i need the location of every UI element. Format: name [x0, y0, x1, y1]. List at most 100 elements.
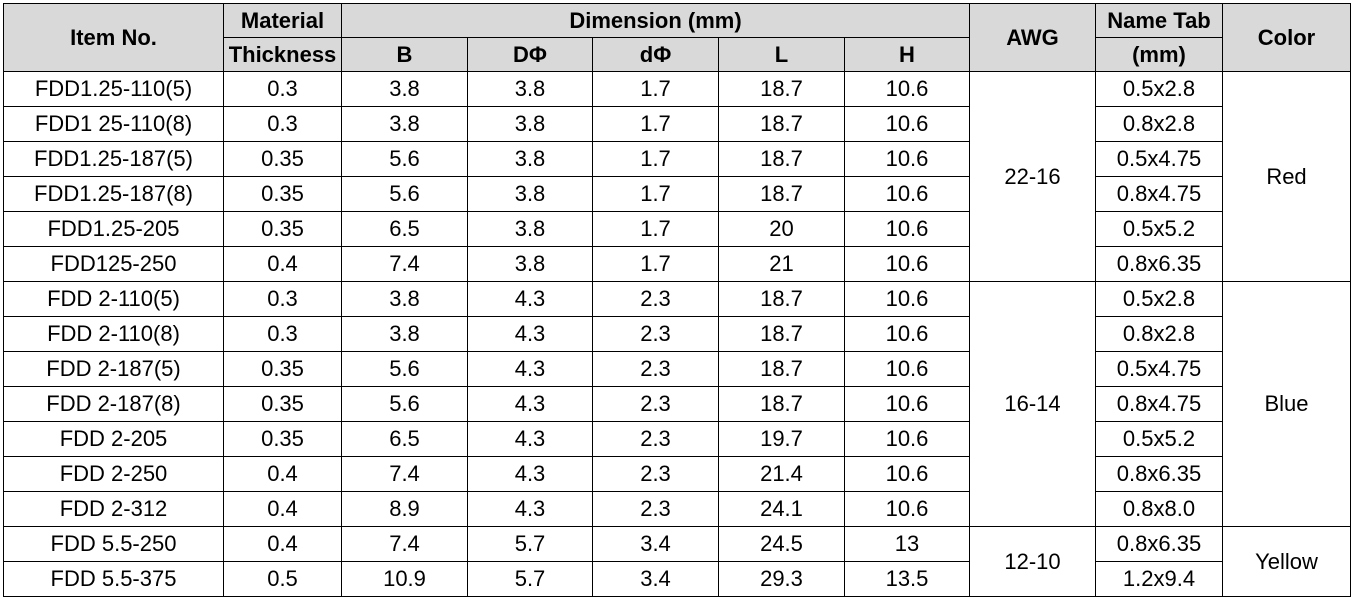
cell-item-no: FDD1.25-110(5)	[3, 71, 224, 107]
cell-l: 19.7	[718, 421, 845, 457]
cell-awg: 12-10	[969, 526, 1096, 597]
cell-h: 10.6	[844, 316, 970, 352]
cell-l: 21	[718, 246, 845, 282]
cell-name-tab: 0.5x4.75	[1095, 351, 1223, 387]
cell-name-tab: 0.5x5.2	[1095, 211, 1223, 247]
cell-name-tab: 0.8x2.8	[1095, 316, 1223, 352]
cell-name-tab: 0.5x2.8	[1095, 281, 1223, 317]
cell-b: 6.5	[341, 421, 468, 457]
table-row: FDD 5.5-375 0.5 10.9 5.7 3.4 29.3 13.5 1…	[3, 561, 1351, 597]
cell-name-tab: 0.8x8.0	[1095, 491, 1223, 527]
cell-l: 29.3	[718, 561, 845, 597]
cell-name-tab: 0.8x4.75	[1095, 386, 1223, 422]
cell-thickness: 0.4	[223, 246, 342, 282]
header-name-tab-unit: (mm)	[1095, 37, 1223, 72]
cell-l: 20	[718, 211, 845, 247]
cell-b: 8.9	[341, 491, 468, 527]
cell-b: 7.4	[341, 246, 468, 282]
cell-inner-diameter: 1.7	[592, 71, 719, 107]
cell-outer-diameter: 3.8	[467, 246, 593, 282]
table-row: FDD 2-110(8) 0.3 3.8 4.3 2.3 18.7 10.6 0…	[3, 316, 1351, 352]
cell-inner-diameter: 1.7	[592, 106, 719, 142]
cell-item-no: FDD1.25-205	[3, 211, 224, 247]
cell-outer-diameter: 5.7	[467, 561, 593, 597]
header-b: B	[341, 37, 468, 72]
cell-inner-diameter: 2.3	[592, 491, 719, 527]
cell-inner-diameter: 2.3	[592, 281, 719, 317]
cell-item-no: FDD 2-110(5)	[3, 281, 224, 317]
header-item-no: Item No.	[3, 3, 224, 72]
cell-inner-diameter: 1.7	[592, 211, 719, 247]
cell-inner-diameter: 1.7	[592, 141, 719, 177]
cell-b: 5.6	[341, 351, 468, 387]
cell-outer-diameter: 4.3	[467, 351, 593, 387]
cell-outer-diameter: 5.7	[467, 526, 593, 562]
cell-inner-diameter: 2.3	[592, 386, 719, 422]
cell-inner-diameter: 2.3	[592, 316, 719, 352]
cell-name-tab: 1.2x9.4	[1095, 561, 1223, 597]
cell-inner-diameter: 3.4	[592, 561, 719, 597]
cell-item-no: FDD 2-110(8)	[3, 316, 224, 352]
header-inner-diameter: dΦ	[592, 37, 719, 72]
cell-outer-diameter: 4.3	[467, 421, 593, 457]
table-row: FDD1.25-187(8) 0.35 5.6 3.8 1.7 18.7 10.…	[3, 176, 1351, 212]
cell-b: 6.5	[341, 211, 468, 247]
cell-inner-diameter: 2.3	[592, 421, 719, 457]
table-row: FDD1 25-110(8) 0.3 3.8 3.8 1.7 18.7 10.6…	[3, 106, 1351, 142]
terminal-spec-table: Item No. Material Dimension (mm) AWG Nam…	[3, 3, 1351, 597]
cell-thickness: 0.4	[223, 456, 342, 492]
cell-h: 10.6	[844, 176, 970, 212]
cell-h: 10.6	[844, 421, 970, 457]
header-h: H	[844, 37, 970, 72]
cell-l: 18.7	[718, 316, 845, 352]
table-row: FDD 2-205 0.35 6.5 4.3 2.3 19.7 10.6 0.5…	[3, 421, 1351, 457]
cell-color: Yellow	[1222, 526, 1351, 597]
cell-item-no: FDD 2-250	[3, 456, 224, 492]
table-row: FDD 5.5-250 0.4 7.4 5.7 3.4 24.5 13 12-1…	[3, 526, 1351, 597]
cell-l: 18.7	[718, 351, 845, 387]
cell-item-no: FDD 2-187(8)	[3, 386, 224, 422]
cell-item-no: FDD 5.5-375	[3, 561, 224, 597]
cell-h: 13.5	[844, 561, 970, 597]
table-row: FDD 2-187(8) 0.35 5.6 4.3 2.3 18.7 10.6 …	[3, 386, 1351, 422]
cell-l: 18.7	[718, 281, 845, 317]
table-row: FDD 2-312 0.4 8.9 4.3 2.3 24.1 10.6 0.8x…	[3, 491, 1351, 527]
cell-name-tab: 0.8x6.35	[1095, 456, 1223, 492]
cell-thickness: 0.35	[223, 421, 342, 457]
cell-l: 18.7	[718, 176, 845, 212]
cell-outer-diameter: 4.3	[467, 456, 593, 492]
header-thickness: Thickness	[223, 37, 342, 72]
cell-thickness: 0.35	[223, 141, 342, 177]
cell-thickness: 0.3	[223, 281, 342, 317]
cell-item-no: FDD125-250	[3, 246, 224, 282]
cell-inner-diameter: 2.3	[592, 351, 719, 387]
cell-h: 13	[844, 526, 970, 562]
table-row: FDD 2-110(5) 0.3 3.8 4.3 2.3 18.7 10.6 1…	[3, 281, 1351, 527]
cell-h: 10.6	[844, 246, 970, 282]
cell-inner-diameter: 3.4	[592, 526, 719, 562]
cell-outer-diameter: 4.3	[467, 316, 593, 352]
header-name-tab: Name Tab	[1095, 3, 1223, 38]
cell-name-tab: 0.8x4.75	[1095, 176, 1223, 212]
cell-b: 7.4	[341, 526, 468, 562]
cell-h: 10.6	[844, 211, 970, 247]
cell-thickness: 0.3	[223, 316, 342, 352]
cell-item-no: FDD 2-205	[3, 421, 224, 457]
cell-item-no: FDD1 25-110(8)	[3, 106, 224, 142]
cell-outer-diameter: 4.3	[467, 281, 593, 317]
table-row: FDD125-250 0.4 7.4 3.8 1.7 21 10.6 0.8x6…	[3, 246, 1351, 282]
cell-thickness: 0.35	[223, 211, 342, 247]
cell-b: 3.8	[341, 316, 468, 352]
cell-thickness: 0.35	[223, 176, 342, 212]
cell-b: 3.8	[341, 71, 468, 107]
header-dimension: Dimension (mm)	[341, 3, 970, 38]
cell-h: 10.6	[844, 386, 970, 422]
cell-b: 5.6	[341, 386, 468, 422]
cell-awg: 22-16	[969, 71, 1096, 282]
cell-thickness: 0.4	[223, 526, 342, 562]
cell-l: 18.7	[718, 141, 845, 177]
cell-b: 5.6	[341, 141, 468, 177]
table-row: FDD1.25-110(5) 0.3 3.8 3.8 1.7 18.7 10.6…	[3, 71, 1351, 282]
table-row: FDD 2-187(5) 0.35 5.6 4.3 2.3 18.7 10.6 …	[3, 351, 1351, 387]
cell-h: 10.6	[844, 281, 970, 317]
